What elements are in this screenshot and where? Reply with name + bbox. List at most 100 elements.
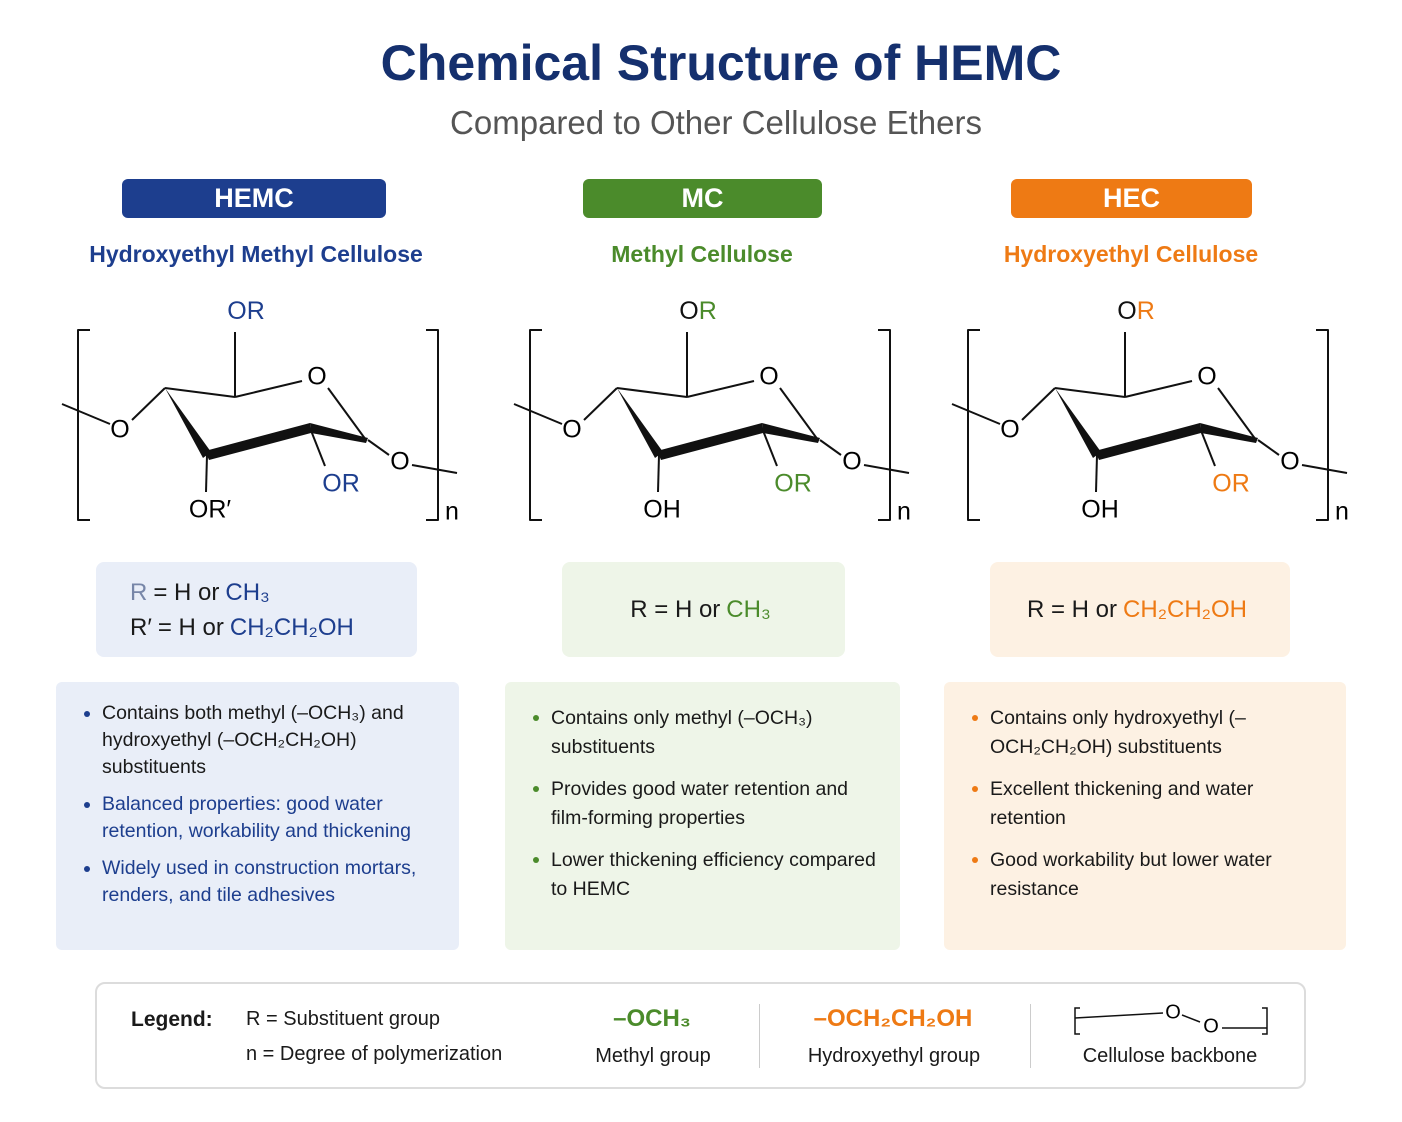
bond (1316, 329, 1329, 521)
badge: HEC (1011, 179, 1252, 218)
definition-part: CH₂CH₂OH (1123, 596, 1247, 623)
atom-label: n (1335, 498, 1349, 526)
bullet-list: Contains only hydroxyethyl (–OCH₂CH₂OH) … (972, 704, 1326, 904)
bond (77, 329, 90, 521)
badge: MC (583, 179, 822, 218)
bond (878, 329, 891, 521)
substituent-label: OR (1117, 297, 1155, 325)
wedge (762, 423, 820, 443)
bond (61, 403, 111, 425)
bullet-item: Excellent thickening and water retention (972, 775, 1326, 833)
structure: O O On OR OR OR′ (61, 297, 459, 526)
bullet-item: Contains both methyl (–OCH₃) and hydroxy… (84, 700, 439, 781)
atom-label: O (1000, 416, 1019, 444)
definition-line: R = H or CH₂CH₂OH (1027, 592, 1253, 627)
bond (426, 329, 439, 521)
definition-part: R′ (130, 613, 152, 641)
definition-box: R = H or CH₃ (562, 562, 845, 657)
legend-name: Methyl group (595, 1045, 711, 1067)
substituent-label: OR′ (189, 496, 232, 524)
definition-line: R = H or CH₃ (130, 575, 417, 610)
separator (1030, 1004, 1031, 1068)
substituent-label: OR (227, 297, 265, 325)
wedge (165, 388, 211, 458)
separator (759, 1004, 760, 1068)
bond (1217, 387, 1257, 441)
bond (327, 387, 367, 441)
bond (513, 403, 563, 425)
legend-box (95, 982, 1306, 1089)
legend-label: Legend: (131, 1008, 213, 1031)
bond (779, 387, 819, 441)
bond (309, 427, 326, 467)
bond (1301, 464, 1348, 474)
subtitle: Compared to Other Cellulose Ethers (450, 104, 982, 141)
substituent-label: OR (1212, 470, 1250, 498)
bond (234, 380, 303, 398)
bond (1257, 439, 1280, 456)
atom-label: O (390, 448, 409, 476)
bond (1074, 1012, 1164, 1019)
backbone-icon: OO (1074, 1001, 1268, 1037)
bond (1021, 387, 1056, 421)
bullet-item: Contains only hydroxyethyl (–OCH₂CH₂OH) … (972, 704, 1326, 762)
atom-label: O (1203, 1015, 1219, 1037)
definition-line: R′ = H or CH₂CH₂OH (130, 610, 417, 645)
column-name: Methyl Cellulose (611, 241, 793, 267)
definition-part: R = H or (630, 596, 721, 623)
legend-name: Hydroxyethyl group (807, 1045, 981, 1067)
substituent-label: OR (322, 470, 360, 498)
bullet-item: Balanced properties: good water retentio… (84, 791, 439, 845)
wedge (310, 423, 368, 443)
atom-label: O (1197, 363, 1216, 391)
bullet-item: Contains only methyl (–OCH₃) substituent… (533, 704, 880, 762)
bond (1095, 454, 1098, 493)
substituent-label: OR (774, 470, 812, 498)
definition-part: CH₂CH₂OH (229, 613, 354, 641)
atom-label: O (1165, 1001, 1181, 1023)
definition-part: = H or (153, 578, 220, 606)
badge: HEMC (122, 179, 386, 218)
column-name: Hydroxyethyl Methyl Cellulose (89, 241, 423, 267)
definition-part: = H or (157, 613, 224, 641)
bullet-list: Contains both methyl (–OCH₃) and hydroxy… (84, 700, 439, 909)
substituent-label: OH (643, 496, 681, 524)
bond (1054, 387, 1126, 398)
substituent-label: OH (1081, 496, 1119, 524)
bullet-item: Widely used in construction mortars, ren… (84, 855, 439, 909)
bond (583, 387, 618, 421)
atom: O (227, 297, 246, 325)
definition-box: R = H or CH₃ R′ = H or CH₂CH₂OH (96, 562, 417, 657)
atom: O (679, 297, 698, 325)
bond (863, 464, 910, 474)
definition-part: CH₃ (225, 578, 270, 606)
bond (657, 454, 660, 493)
bond (131, 387, 166, 421)
bullet-box: Contains both methyl (–OCH₃) and hydroxy… (56, 682, 459, 950)
legend-name: Cellulose backbone (1082, 1045, 1258, 1067)
atom-label: O (1280, 448, 1299, 476)
wedge (205, 423, 311, 460)
legend-note: n = Degree of polymerization (246, 1043, 503, 1065)
legend-formula: –OCH₃ (613, 1005, 691, 1032)
substituent: R (1137, 297, 1155, 325)
bond (1262, 1007, 1268, 1035)
wedge (617, 388, 663, 458)
atom-label: O (562, 416, 581, 444)
legend-note: R = Substituent group (246, 1008, 441, 1030)
atom-label: O (110, 416, 129, 444)
substituent: R (247, 297, 265, 325)
column-name: Hydroxyethyl Cellulose (1003, 241, 1259, 267)
atom-label: n (445, 498, 459, 526)
bond (1199, 427, 1216, 467)
bond (1074, 1007, 1080, 1035)
bond (1181, 1014, 1201, 1023)
bullet-item: Provides good water retention and film-f… (533, 775, 880, 833)
atom-label: n (897, 498, 911, 526)
bond (205, 454, 208, 493)
atom: O (1117, 297, 1136, 325)
